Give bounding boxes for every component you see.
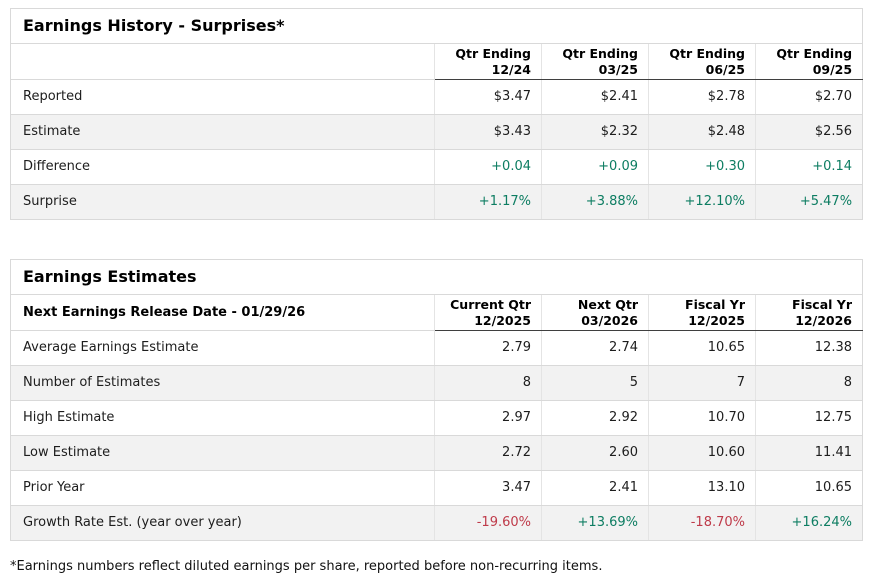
col-header-line1: Qtr Ending [776,46,853,61]
row-label: Difference [10,149,435,185]
history-col-header-q3: Qtr Ending 06/25 [648,43,756,80]
cell-value: $2.56 [754,114,863,150]
cell-value: $2.78 [648,79,756,115]
col-header-line1: Qtr Ending [669,46,745,61]
estimates-row-prior-year: Prior Year 3.47 2.41 13.10 10.65 [10,470,863,506]
cell-value: +12.10% [648,184,756,220]
col-header-line2: 09/25 [812,61,853,77]
history-header-spacer [10,43,435,80]
cell-value: $3.43 [434,114,542,150]
cell-value: 2.72 [434,435,542,471]
history-row-estimate: Estimate $3.43 $2.32 $2.48 $2.56 [10,114,863,150]
cell-value: 10.65 [755,470,863,506]
estimates-row-low: Low Estimate 2.72 2.60 10.60 11.41 [10,435,863,471]
row-label: Number of Estimates [10,365,435,401]
earnings-history-table: Earnings History - Surprises* Qtr Ending… [10,8,864,220]
row-label: High Estimate [10,400,435,436]
col-header-line2: 06/25 [705,61,745,77]
history-table-title: Earnings History - Surprises* [10,8,863,44]
cell-value: 2.92 [541,400,649,436]
col-header-line2: 03/25 [598,61,638,77]
cell-value: 2.41 [541,470,649,506]
cell-value: 12.38 [755,330,863,366]
cell-value: +0.30 [648,149,756,185]
cell-value: $2.48 [648,114,756,150]
cell-value: +1.17% [434,184,542,220]
estimates-title-row: Earnings Estimates [10,259,863,295]
cell-value: 2.97 [434,400,542,436]
cell-value: 8 [434,365,542,401]
cell-value: +0.04 [434,149,542,185]
history-col-header-q4: Qtr Ending 09/25 [754,43,863,80]
cell-value: $3.47 [434,79,542,115]
col-header-line2: 12/24 [491,61,531,77]
history-row-difference: Difference +0.04 +0.09 +0.30 +0.14 [10,149,863,185]
estimates-col-header-fiscal-yr-1: Fiscal Yr 12/2025 [648,294,756,331]
cell-value: 2.60 [541,435,649,471]
estimates-col-header-fiscal-yr-2: Fiscal Yr 12/2026 [755,294,863,331]
cell-value: 13.10 [648,470,756,506]
row-label: Estimate [10,114,435,150]
cell-value: 12.75 [755,400,863,436]
cell-value: 10.70 [648,400,756,436]
cell-value: +0.14 [754,149,863,185]
col-header-line1: Next Qtr [577,297,638,312]
history-row-reported: Reported $3.47 $2.41 $2.78 $2.70 [10,79,863,115]
col-header-line2: 03/2026 [581,312,638,328]
estimates-table-title: Earnings Estimates [10,259,863,295]
cell-value: 7 [648,365,756,401]
row-label: Prior Year [10,470,435,506]
cell-value: $2.70 [754,79,863,115]
cell-value: 5 [541,365,649,401]
estimates-row-growth-rate: Growth Rate Est. (year over year) -19.60… [10,505,863,541]
history-col-header-q2: Qtr Ending 03/25 [541,43,649,80]
row-label: Surprise [10,184,435,220]
cell-value: +3.88% [541,184,649,220]
cell-value: 3.47 [434,470,542,506]
history-row-surprise: Surprise +1.17% +3.88% +12.10% +5.47% [10,184,863,220]
estimates-col-header-next-qtr: Next Qtr 03/2026 [541,294,649,331]
estimates-row-average: Average Earnings Estimate 2.79 2.74 10.6… [10,330,863,366]
estimates-row-high: High Estimate 2.97 2.92 10.70 12.75 [10,400,863,436]
col-header-line1: Qtr Ending [562,46,638,61]
cell-value: -18.70% [648,505,756,541]
cell-value: +0.09 [541,149,649,185]
cell-value: -19.60% [434,505,542,541]
cell-value: $2.41 [541,79,649,115]
estimates-col-header-current-qtr: Current Qtr 12/2025 [434,294,542,331]
history-col-header-q1: Qtr Ending 12/24 [434,43,542,80]
cell-value: 11.41 [755,435,863,471]
row-label: Growth Rate Est. (year over year) [10,505,435,541]
history-title-row: Earnings History - Surprises* [10,8,863,44]
history-header-row: Qtr Ending 12/24 Qtr Ending 03/25 Qtr En… [10,43,863,80]
row-label: Low Estimate [10,435,435,471]
col-header-line2: 12/2025 [474,312,531,328]
cell-value: $2.32 [541,114,649,150]
row-label: Reported [10,79,435,115]
earnings-estimates-table: Earnings Estimates Next Earnings Release… [10,259,863,541]
cell-value: +13.69% [541,505,649,541]
earnings-footnote: *Earnings numbers reflect diluted earnin… [10,559,603,574]
cell-value: 2.74 [541,330,649,366]
col-header-line2: 12/2026 [795,312,852,328]
cell-value: 8 [755,365,863,401]
estimates-header-row: Next Earnings Release Date - 01/29/26 Cu… [10,294,863,331]
row-label: Average Earnings Estimate [10,330,435,366]
col-header-line1: Current Qtr [450,297,531,312]
cell-value: +5.47% [754,184,863,220]
col-header-line1: Fiscal Yr [792,297,852,312]
col-header-line2: 12/2025 [688,312,745,328]
col-header-line1: Qtr Ending [455,46,531,61]
col-header-line1: Fiscal Yr [685,297,745,312]
cell-value: 2.79 [434,330,542,366]
cell-value: 10.65 [648,330,756,366]
estimates-row-number: Number of Estimates 8 5 7 8 [10,365,863,401]
cell-value: 10.60 [648,435,756,471]
next-earnings-release-date: Next Earnings Release Date - 01/29/26 [10,294,435,331]
cell-value: +16.24% [755,505,863,541]
